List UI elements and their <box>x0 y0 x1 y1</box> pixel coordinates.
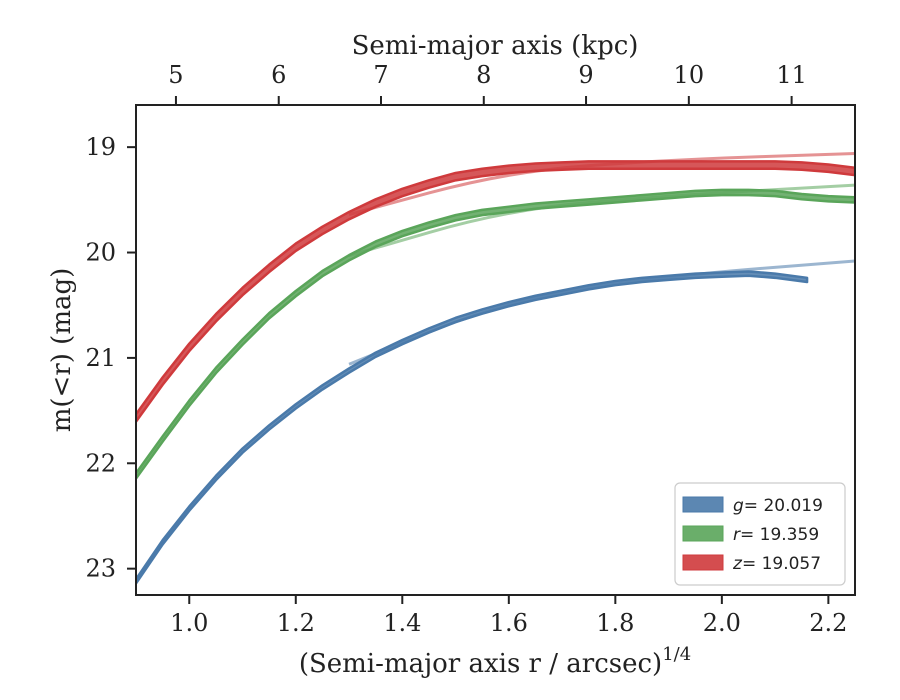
top-tick-label: 11 <box>776 61 807 89</box>
x-axis-title-sup: 1/4 <box>662 644 691 665</box>
legend-swatch-g <box>682 496 724 513</box>
profile-band-g <box>136 270 809 585</box>
profile-band-r <box>136 188 855 480</box>
x-tick-label: 2.2 <box>809 609 847 637</box>
profile-band-z <box>136 160 855 423</box>
ticks: 1.0 1.2 1.4 1.6 1.8 2.0 2.2 19 20 21 22 23 5 6 7 8 9 10 11 <box>85 61 847 637</box>
y-tick-label: 21 <box>85 344 116 372</box>
top-tick-label: 9 <box>578 61 593 89</box>
y-tick-label: 22 <box>85 449 116 477</box>
x-tick-label: 2.0 <box>703 609 741 637</box>
top-tick-label: 8 <box>476 61 491 89</box>
legend-swatch-r <box>682 525 724 542</box>
legend-label-r: r= 19.359 <box>733 525 819 545</box>
legend-label-value: = 19.359 <box>740 525 819 545</box>
x-tick-label: 1.0 <box>170 609 208 637</box>
axes <box>135 104 856 596</box>
x-axis-title-main: (Semi-major axis r / arcsec) <box>299 649 662 679</box>
profile-bands <box>136 160 855 585</box>
x-tick-label: 1.8 <box>596 609 634 637</box>
top-axis-title: Semi-major axis (kpc) <box>352 31 639 61</box>
top-tick-label: 10 <box>674 61 705 89</box>
x-tick-label: 1.4 <box>383 609 421 637</box>
top-tick-label: 6 <box>271 61 286 89</box>
legend-label-value: = 19.057 <box>742 554 821 574</box>
x-tick-label: 1.6 <box>490 609 528 637</box>
y-tick-label: 20 <box>85 239 116 267</box>
y-axis-title: m(<r) (mag) <box>47 268 77 433</box>
x-tick-label: 1.2 <box>277 609 315 637</box>
y-tick-label: 19 <box>85 133 116 161</box>
legend-label-name: z <box>732 554 743 574</box>
y-tick-label: 23 <box>85 555 116 583</box>
legend-label-name: g <box>733 496 744 516</box>
legend-label-name: r <box>733 525 741 545</box>
plot-frame <box>135 104 856 596</box>
legend-swatch-z <box>682 554 724 571</box>
legend-label-g: g= 20.019 <box>733 496 823 516</box>
x-axis-title: (Semi-major axis r / arcsec)1/4 <box>299 644 691 679</box>
legend-label-value: = 20.019 <box>744 496 823 516</box>
top-tick-label: 7 <box>373 61 388 89</box>
legend-label-z: z= 19.057 <box>732 554 821 574</box>
top-tick-label: 5 <box>168 61 183 89</box>
